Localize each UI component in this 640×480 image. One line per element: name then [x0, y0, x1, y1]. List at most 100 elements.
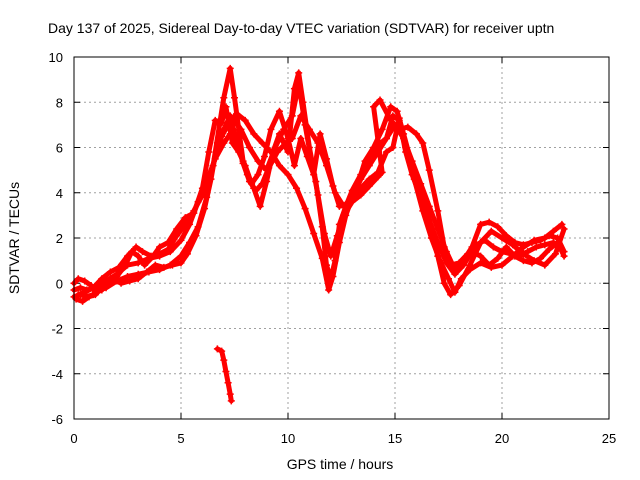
data-point-marker: [477, 252, 485, 260]
data-point-marker: [239, 159, 247, 167]
data-point-marker: [481, 236, 489, 244]
data-point-marker: [370, 103, 378, 111]
data-point-marker: [365, 162, 373, 170]
data-point-marker: [549, 227, 557, 235]
data-point-marker: [81, 277, 89, 285]
data-point-marker: [357, 175, 365, 183]
data-point-marker: [502, 232, 510, 240]
data-point-marker: [498, 261, 506, 269]
data-point-marker: [325, 286, 333, 294]
data-point-marker: [395, 114, 403, 122]
data-point-marker: [502, 243, 510, 251]
data-point-marker: [284, 171, 292, 179]
data-point-marker: [417, 180, 425, 188]
data-point-marker: [487, 263, 495, 271]
data-point-marker: [295, 69, 303, 77]
data-point-marker: [412, 130, 420, 138]
data-point-marker: [168, 261, 176, 269]
data-point-marker: [314, 191, 322, 199]
data-point-marker: [537, 254, 545, 262]
data-point-marker: [477, 259, 485, 267]
data-point-marker: [254, 171, 262, 179]
data-point-marker: [260, 153, 268, 161]
y-tick-labels: -6 -4 -2 0 2 4 6 8 10: [49, 50, 63, 427]
y-tick-label: 8: [56, 95, 63, 110]
data-point-marker: [297, 112, 305, 120]
data-point-marker: [382, 148, 390, 156]
data-point-marker: [382, 134, 390, 142]
data-point-marker: [340, 211, 348, 219]
data-point-marker: [519, 241, 527, 249]
data-point-marker: [241, 116, 249, 124]
data-point-marker: [318, 254, 326, 262]
data-point-marker: [98, 275, 106, 283]
data-point-marker: [79, 297, 87, 305]
data-point-marker: [226, 112, 234, 120]
data-point-marker: [331, 189, 339, 197]
data-point-marker: [489, 243, 497, 251]
data-point-marker: [519, 257, 527, 265]
data-point-marker: [408, 157, 416, 165]
data-point-marker: [74, 275, 82, 283]
data-point-marker: [106, 268, 114, 276]
data-point-marker: [393, 107, 401, 115]
data-point-marker: [290, 162, 298, 170]
data-point-marker: [245, 144, 253, 151]
data-point-marker: [370, 144, 378, 151]
data-point-marker: [419, 139, 427, 147]
data-point-marker: [222, 367, 230, 375]
data-point-marker: [113, 270, 121, 278]
data-point-marker: [541, 241, 549, 249]
data-point-marker: [156, 250, 164, 258]
data-point-marker: [220, 125, 228, 133]
data-point-marker: [126, 277, 134, 285]
data-point-marker: [226, 64, 234, 72]
data-point-marker: [201, 205, 209, 213]
data-point-marker: [541, 261, 549, 269]
y-tick-label: -2: [51, 322, 63, 337]
plot-frame: [73, 56, 610, 420]
data-point-marker: [222, 103, 230, 111]
data-point-marker: [258, 180, 266, 188]
data-point-marker: [231, 94, 238, 102]
data-point-marker: [151, 261, 159, 269]
data-point-marker: [124, 261, 131, 269]
data-point-marker: [387, 116, 395, 124]
data-point-marker: [295, 80, 303, 88]
data-point-marker: [138, 248, 146, 256]
data-point-marker: [267, 125, 275, 133]
data-point-marker: [348, 193, 356, 201]
data-point-marker: [445, 275, 452, 283]
data-point-marker: [310, 229, 318, 237]
data-point-marker: [102, 277, 110, 285]
data-point-marker: [213, 146, 221, 154]
series-trace-5: [74, 112, 568, 299]
x-tick-label: 20: [495, 431, 509, 446]
data-point-marker: [134, 275, 142, 283]
x-tick-label: 15: [388, 431, 402, 446]
data-point-marker: [74, 291, 82, 299]
data-point-marker: [524, 248, 532, 256]
data-point-marker: [288, 134, 296, 142]
data-point-marker: [254, 157, 262, 165]
data-point-marker: [340, 202, 348, 210]
x-axis-label: GPS time / hours: [287, 456, 394, 472]
data-point-marker: [177, 236, 185, 244]
data-point-marker: [320, 229, 328, 237]
data-point-marker: [237, 125, 245, 133]
data-point-marker: [271, 144, 279, 151]
data-point-marker: [282, 139, 290, 147]
data-point-marker: [293, 184, 301, 192]
data-point-marker: [181, 220, 189, 228]
data-point-marker: [425, 166, 433, 174]
data-point-marker: [374, 173, 382, 181]
data-point-marker: [218, 119, 226, 127]
data-point-marker: [245, 177, 253, 185]
data-point-marker: [213, 345, 221, 353]
data-point-marker: [316, 130, 324, 138]
data-point-marker: [190, 207, 198, 215]
data-point-marker: [314, 139, 322, 147]
data-point-marker: [378, 125, 386, 133]
data-point-marker: [485, 218, 493, 226]
